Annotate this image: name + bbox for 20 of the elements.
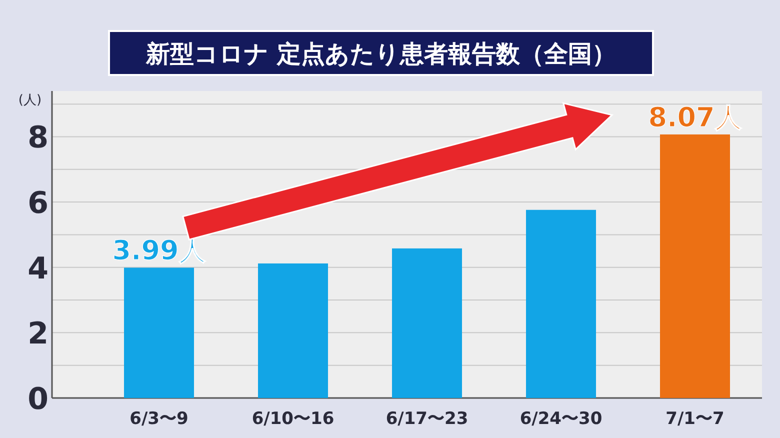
x-tick-label: 6/3〜9 — [130, 409, 188, 429]
x-tick-label: 6/17〜23 — [386, 409, 468, 429]
y-tick-label: 6 — [28, 186, 48, 222]
y-axis-title: (人) — [18, 93, 42, 108]
bar — [392, 248, 462, 398]
data-label: 8.07人 — [648, 102, 743, 134]
bar — [660, 134, 730, 398]
data-label: 3.99人 — [112, 236, 207, 267]
y-tick-label: 0 — [28, 382, 48, 417]
bar — [124, 268, 194, 398]
y-tick-label: 8 — [28, 120, 48, 156]
chart-title: 新型コロナ 定点あたり患者報告数（全国） — [144, 40, 616, 68]
y-tick-label: 2 — [28, 316, 48, 352]
x-tick-label: 6/10〜16 — [252, 409, 334, 429]
y-tick-label: 4 — [28, 251, 48, 286]
title: 新型コロナ 定点あたり患者報告数（全国） — [108, 30, 654, 76]
x-tick-label: 7/1〜7 — [666, 409, 724, 429]
bar — [526, 210, 596, 398]
x-tick-label: 6/24〜30 — [520, 409, 602, 429]
bar — [258, 263, 328, 398]
